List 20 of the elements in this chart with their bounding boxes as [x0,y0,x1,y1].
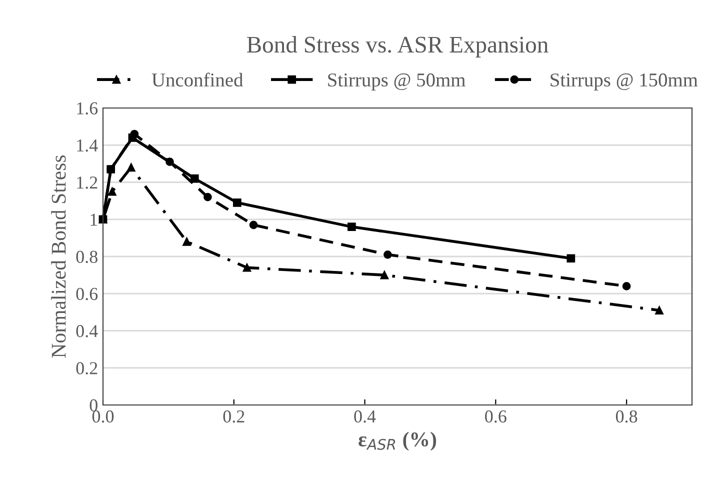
x-tick-label: 0.0 [92,410,114,423]
y-tick-label: 0.8 [76,250,98,264]
legend-label: Unconfined [152,72,244,87]
x-tick-label: 0.2 [223,410,244,423]
y-tick-label: 1 [90,214,98,226]
y-tick-label: 1.2 [77,176,98,189]
x-axis-title: ε$_{ASR}$ (%) [358,432,436,451]
y-tick-label: 1.4 [77,139,98,152]
x-tick-label: 0.8 [616,410,638,423]
y-tick-label: 0.2 [76,362,98,374]
y-tick-label: 1.6 [77,102,98,115]
y-tick-label: 0.6 [76,288,98,300]
legend-label: Stirrups @ 150mm [550,73,698,90]
y-tick-label: 0.4 [76,325,98,338]
y-tick-label: 0 [90,399,98,412]
x-tick-label: 0.6 [485,410,506,423]
y-axis-title: Normalized Bond Stress [51,155,66,358]
legend-label: Stirrups @ 50mm [328,73,466,90]
chart-title: Bond Stress vs. ASR Expansion [246,36,548,58]
x-tick-label: 0.4 [354,410,376,423]
